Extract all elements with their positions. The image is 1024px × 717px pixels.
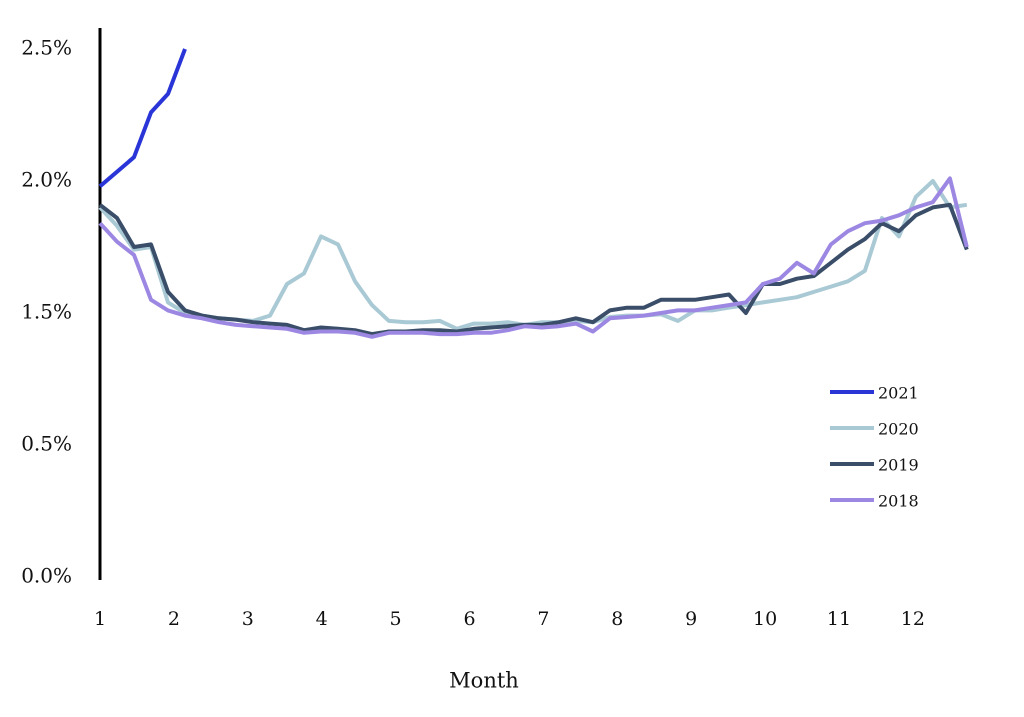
x-tick-label: 3 [242,608,254,630]
x-tick-label: 9 [685,608,697,630]
series-line [98,176,969,339]
x-tick-label: 5 [390,608,402,630]
series-line [98,48,187,188]
y-tick-label: 2.5% [21,36,72,60]
x-tick-label: 6 [463,608,475,630]
y-tick-label: 0.0% [21,564,72,588]
x-tick-label: 1 [94,608,106,630]
x-tick-label: 4 [316,608,328,630]
x-tick-label: 8 [611,608,623,630]
y-tick-label: 2.0% [21,168,72,192]
x-tick-label: 12 [901,608,925,630]
legend-label: 2019 [878,456,919,475]
series-line [98,179,968,331]
x-tick-label: 10 [753,608,777,630]
y-tick-label: 1.5% [21,300,72,324]
y-tick-label: 0.5% [21,432,72,456]
x-tick-label: 2 [168,608,180,630]
x-axis-label: Month [449,669,519,693]
x-tick-label: 11 [827,608,851,630]
legend-label: 2020 [878,420,919,439]
x-tick-label: 7 [537,608,549,630]
series-line [98,202,969,337]
legend-label: 2018 [878,492,919,511]
legend-label: 2021 [878,384,919,403]
